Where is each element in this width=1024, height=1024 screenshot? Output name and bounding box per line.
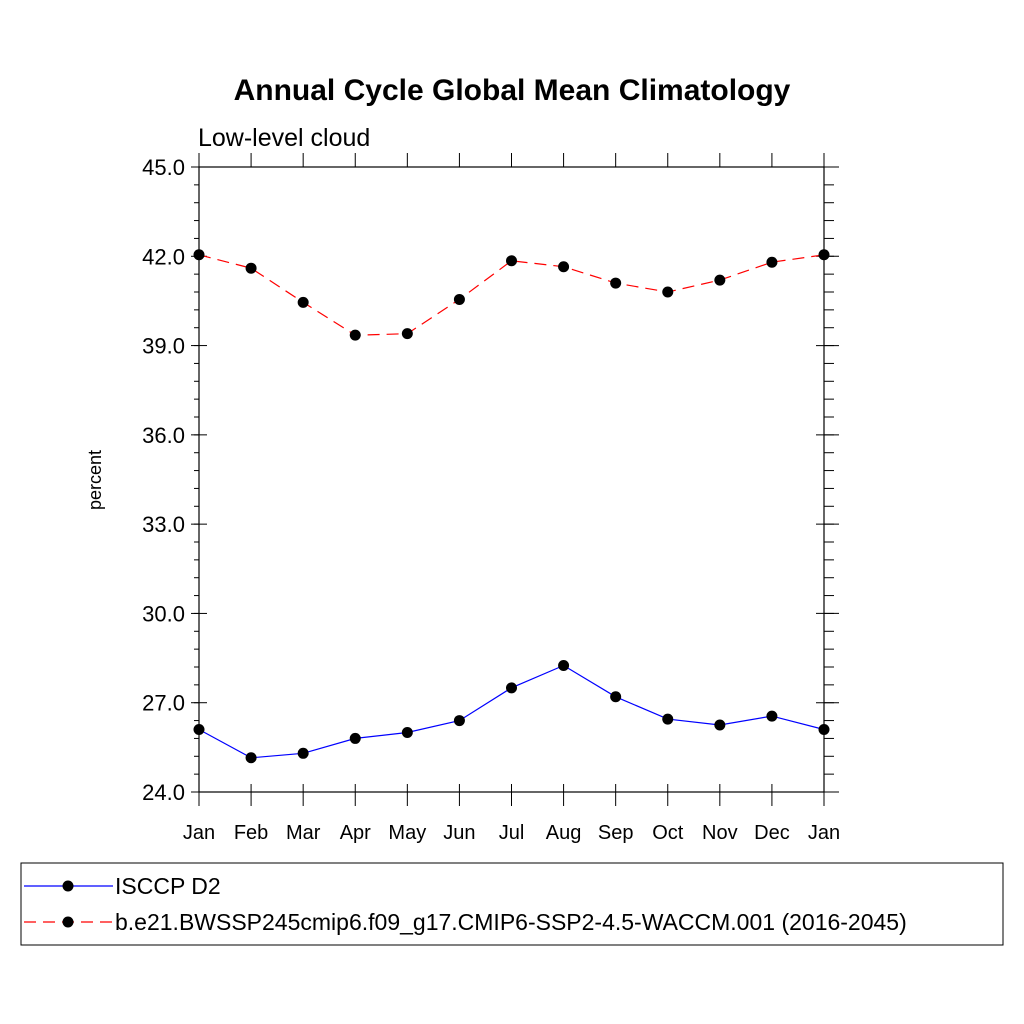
x-tick-label: Apr — [340, 822, 371, 844]
data-point — [506, 682, 517, 694]
data-point — [662, 286, 674, 298]
y-tick-label: 33.0 — [142, 512, 185, 537]
legend-label: b.e21.BWSSP245cmip6.f09_g17.CMIP6-SSP2-4… — [115, 909, 907, 935]
x-tick-label: Feb — [234, 822, 268, 844]
data-point — [453, 715, 465, 727]
data-point — [558, 261, 570, 273]
data-point — [714, 719, 726, 731]
data-point — [245, 262, 257, 274]
data-point — [610, 277, 622, 289]
data-point — [245, 752, 257, 764]
y-tick-label: 27.0 — [142, 691, 185, 716]
data-point — [401, 328, 413, 340]
x-tick-label: Oct — [652, 822, 684, 844]
y-tick-labels: 24.0 27.0 30.0 33.0 36.0 39.0 42.0 45.0 — [142, 155, 185, 805]
x-tick-label: Dec — [754, 822, 790, 844]
x-tick-label: Mar — [286, 822, 321, 844]
x-tick-label: Nov — [702, 822, 738, 844]
data-point — [714, 274, 726, 286]
x-tick-label: Sep — [598, 822, 634, 844]
y-tick-label: 39.0 — [142, 334, 185, 359]
legend-box — [20, 862, 1004, 946]
data-point — [453, 293, 465, 305]
y-tick-label: 36.0 — [142, 423, 185, 448]
data-point — [766, 256, 778, 268]
y-tick-label: 30.0 — [142, 601, 185, 626]
data-point — [193, 249, 205, 261]
x-tick-label: Jan — [183, 822, 215, 844]
series-2 — [193, 249, 830, 341]
data-point — [193, 724, 205, 735]
legend-marker — [62, 916, 74, 928]
y-tick-label: 42.0 — [142, 244, 185, 269]
data-point — [506, 255, 517, 267]
x-tick-label: Jun — [443, 822, 475, 844]
series-line — [198, 254, 825, 336]
chart-subtitle: Low-level cloud — [198, 124, 370, 152]
x-tick-label: Aug — [546, 822, 582, 844]
x-tick-label: May — [388, 822, 426, 844]
data-point — [401, 726, 413, 738]
data-point — [610, 691, 622, 703]
data-point — [662, 713, 674, 725]
series-line — [198, 664, 825, 759]
legend-marker — [62, 880, 74, 892]
x-tick-labels: Jan Feb Mar Apr May Jun Jul Aug Sep Oct Nov Dec Jan — [183, 822, 840, 844]
x-tick-label: Jul — [499, 822, 525, 844]
legend-label: ISCCP D2 — [115, 873, 221, 899]
data-point — [766, 710, 778, 722]
data-point — [297, 296, 309, 308]
chart-title: Annual Cycle Global Mean Climatology — [234, 74, 791, 107]
data-point — [558, 660, 570, 672]
series-layer — [193, 249, 830, 764]
series-1 — [193, 660, 830, 764]
legend: ISCCP D2 b.e21.BWSSP245cmip6.f09_g17.CMIP… — [24, 873, 907, 935]
y-axis-label: percent — [85, 450, 105, 510]
axis-ticks — [191, 153, 839, 806]
data-point — [818, 249, 830, 261]
y-tick-label: 24.0 — [142, 780, 185, 805]
data-point — [349, 732, 361, 744]
data-point — [297, 747, 309, 759]
data-point — [818, 724, 830, 735]
x-tick-label: Jan — [808, 822, 840, 844]
data-point — [349, 329, 361, 341]
y-tick-label: 45.0 — [142, 155, 185, 180]
